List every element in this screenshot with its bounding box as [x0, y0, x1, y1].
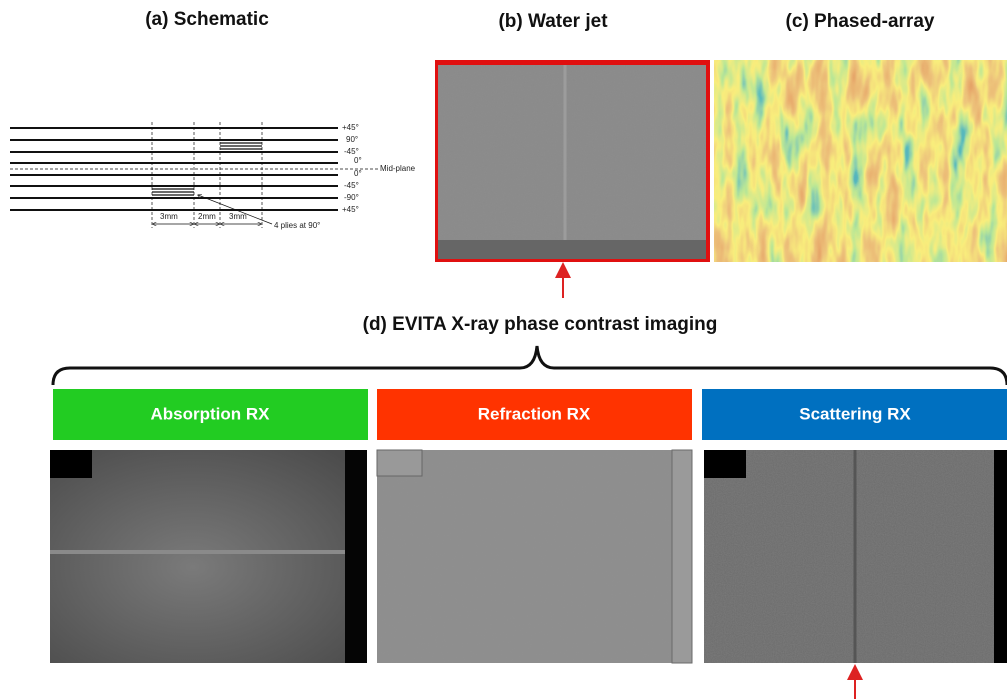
ply-label: -90° [344, 193, 359, 202]
dimension-label: 3mm [229, 212, 247, 221]
ply-label: 0° [354, 156, 362, 165]
scattering-image [704, 450, 1007, 663]
ply-label: 90° [346, 135, 358, 144]
mode-label: Scattering RX [799, 404, 911, 423]
midplane-label: Mid-plane [380, 164, 416, 173]
schematic [10, 122, 378, 228]
refraction-image [377, 450, 692, 663]
dimension-label: 3mm [160, 212, 178, 221]
ply-label: +45° [342, 123, 359, 132]
brace [53, 346, 1007, 385]
mode-label: Refraction RX [478, 404, 591, 423]
figure: (a) Schematic (b) Water jet (c) Phased-a… [0, 0, 1007, 700]
panel-title: (a) Schematic [145, 9, 269, 30]
ply-label: -45° [344, 147, 359, 156]
note-label: 4 plies at 90° [274, 221, 320, 230]
panel-title: (c) Phased-array [786, 11, 935, 32]
water-jet-image [435, 60, 710, 262]
dimension-label: 2mm [198, 212, 216, 221]
ply-label: +45° [342, 205, 359, 214]
section-title: (d) EVITA X-ray phase contrast imaging [363, 314, 718, 335]
absorption-image [50, 450, 367, 663]
page: (a) Schematic (b) Water jet (c) Phased-a… [0, 0, 1007, 700]
mode-label: Absorption RX [151, 404, 271, 423]
panel-title: (b) Water jet [498, 11, 608, 32]
phased-array-image [714, 60, 1007, 262]
ply-label: -45° [344, 181, 359, 190]
ply-label: 0° [354, 169, 362, 178]
